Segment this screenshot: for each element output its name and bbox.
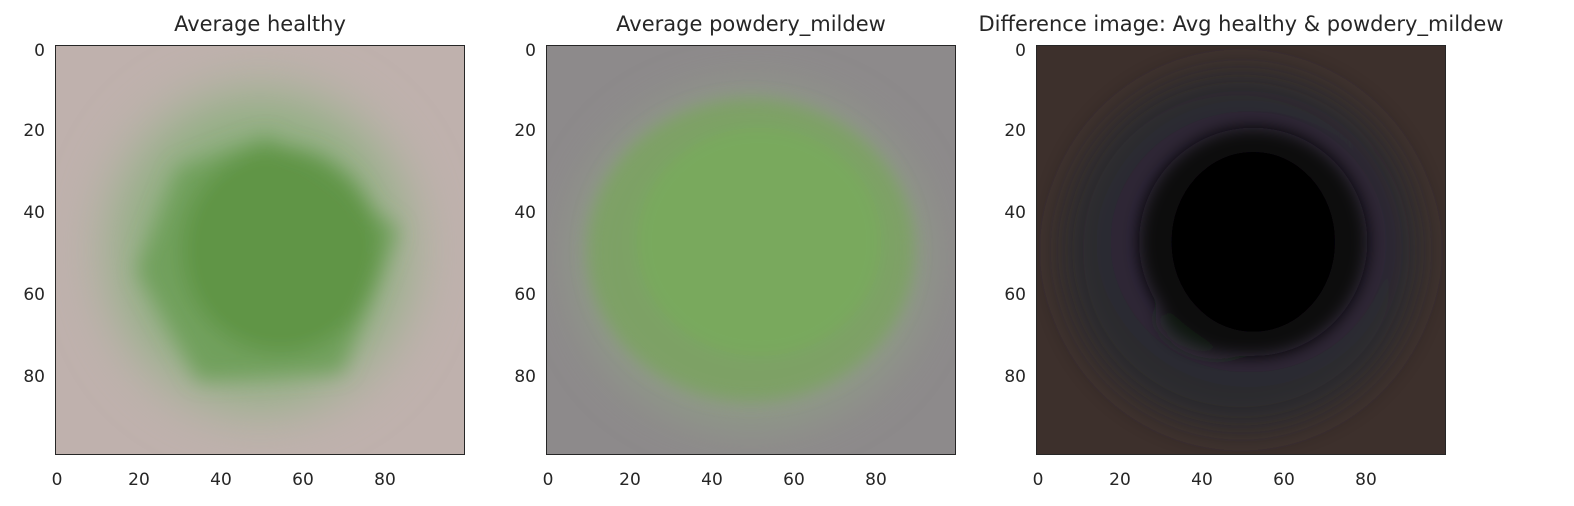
x-tick: 80 [374, 470, 396, 490]
x-tick: 80 [1355, 470, 1377, 490]
y-tick: 20 [514, 121, 536, 141]
panel-title: Average healthy [174, 12, 346, 36]
x-tick: 0 [542, 470, 554, 490]
y-tick: 60 [23, 285, 45, 305]
x-tick: 40 [210, 470, 232, 490]
x-tick: 0 [51, 470, 63, 490]
x-tick: 60 [783, 470, 805, 490]
y-tick: 40 [514, 203, 536, 223]
y-tick: 80 [23, 367, 45, 387]
y-tick: 80 [1004, 367, 1026, 387]
y-tick: 0 [34, 41, 45, 61]
panel-title: Average powdery_mildew [616, 12, 886, 36]
x-tick: 60 [1273, 470, 1295, 490]
panel-average-powdery-mildew: Average powdery_mildew 0 20 40 60 80 0 2… [491, 0, 991, 506]
y-tick: 60 [1004, 285, 1026, 305]
panel-average-healthy: Average healthy 0 20 40 60 80 0 20 40 60… [0, 0, 500, 506]
y-tick: 0 [525, 41, 536, 61]
x-tick: 20 [619, 470, 641, 490]
difference-image [1036, 45, 1446, 455]
y-tick: 0 [1015, 41, 1026, 61]
x-tick: 0 [1032, 470, 1044, 490]
y-tick: 20 [1004, 121, 1026, 141]
panel-difference-image: Difference image: Avg healthy & powdery_… [978, 0, 1503, 506]
y-tick: 20 [23, 121, 45, 141]
average-powdery-mildew-image [546, 45, 956, 455]
panel-title: Difference image: Avg healthy & powdery_… [978, 12, 1504, 36]
x-tick: 40 [1191, 470, 1213, 490]
x-tick: 60 [292, 470, 314, 490]
y-tick: 60 [514, 285, 536, 305]
y-tick: 80 [514, 367, 536, 387]
y-tick: 40 [23, 203, 45, 223]
x-tick: 20 [1109, 470, 1131, 490]
x-tick: 40 [701, 470, 723, 490]
x-tick: 20 [128, 470, 150, 490]
average-healthy-image [55, 45, 465, 455]
y-tick: 40 [1004, 203, 1026, 223]
x-tick: 80 [865, 470, 887, 490]
